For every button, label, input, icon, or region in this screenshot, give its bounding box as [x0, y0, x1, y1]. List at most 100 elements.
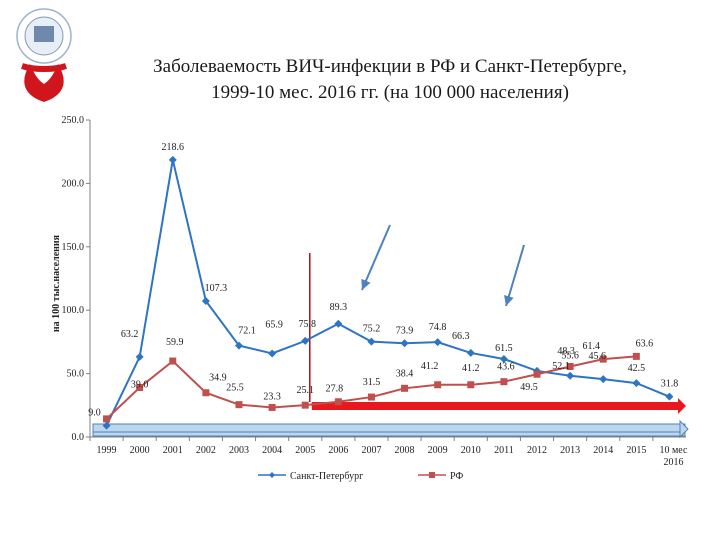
data-label-0: 45.6 — [588, 351, 606, 362]
series-point-0 — [301, 336, 310, 345]
pointer-arrow-2011-head — [504, 294, 514, 306]
data-label-0: 31.8 — [661, 379, 679, 390]
data-label-1: 25.5 — [226, 383, 244, 394]
series-point-0 — [367, 337, 376, 346]
chart-title-line-2: 1999-10 мес. 2016 гг. (на 100 000 населе… — [211, 82, 569, 103]
x-tick-label: 2012 — [527, 445, 547, 456]
pointer-arrow-2006-head — [361, 278, 371, 290]
x-tick-label: 2005 — [295, 445, 315, 456]
data-label-0: 89.3 — [330, 302, 348, 313]
y-tick-label: 0.0 — [72, 432, 85, 443]
data-label-1: 41.2 — [421, 361, 439, 372]
series-point-0 — [102, 421, 111, 430]
series-point-1 — [268, 403, 276, 411]
x-tick-label: 2006 — [328, 445, 348, 456]
x-tick-label: 2014 — [593, 445, 613, 456]
data-label-0: 75.8 — [298, 319, 316, 330]
series-point-0 — [599, 375, 608, 384]
pointer-arrow-2011 — [505, 244, 525, 307]
data-label-1: 43.6 — [497, 362, 515, 373]
x-tick-label: 2008 — [395, 445, 415, 456]
series-point-1 — [235, 401, 243, 409]
data-label-1: 23.3 — [263, 391, 281, 402]
data-label-0: 72.1 — [238, 326, 256, 337]
series-point-1 — [467, 381, 475, 389]
y-tick-label: 150.0 — [62, 242, 85, 253]
data-label-1: 63.6 — [636, 338, 654, 349]
y-tick-label: 250.0 — [62, 115, 85, 126]
data-label-1: 59.9 — [166, 337, 184, 348]
x-tick-label: 2001 — [163, 445, 183, 456]
legend-marker-0 — [269, 472, 275, 478]
series-point-1 — [367, 393, 375, 401]
series-point-0 — [499, 355, 508, 364]
series-point-1 — [103, 415, 111, 423]
series-point-1 — [566, 362, 574, 370]
data-label-0: 48.3 — [557, 346, 575, 357]
x-tick-label: 2013 — [560, 445, 580, 456]
series-point-0 — [135, 352, 144, 361]
data-label-1: 39.0 — [131, 380, 149, 391]
series-point-0 — [334, 319, 343, 328]
chart-legend: Санкт-Петербург РФ — [258, 471, 463, 482]
series-point-1 — [500, 378, 508, 386]
chart-series — [102, 155, 674, 430]
x-tick-label: 2015 — [626, 445, 646, 456]
x-tick-label: 2009 — [428, 445, 448, 456]
series-point-0 — [566, 371, 575, 380]
data-label-1: 31.5 — [363, 377, 381, 388]
chart-bands — [92, 224, 689, 439]
legend-marker-1 — [429, 472, 435, 478]
data-label-1: 25.1 — [296, 385, 314, 396]
blue-band-lower — [92, 431, 686, 437]
chart-data-labels: 9.0 63.2 218.6 107.3 72.1 65.9 75.8 89.3 75.2 73.… — [88, 142, 678, 419]
data-label-1: 27.8 — [326, 384, 344, 395]
y-tick-label: 200.0 — [62, 178, 85, 189]
series-point-1 — [632, 352, 640, 360]
x-tick-label: 2010 — [461, 445, 481, 456]
red-ribbon-logo-icon — [16, 8, 72, 102]
series-point-0 — [400, 339, 409, 348]
series-point-1 — [334, 398, 342, 406]
series-point-0 — [665, 392, 674, 401]
series-point-1 — [136, 384, 144, 392]
x-tick-label: 2016 — [663, 457, 683, 468]
series-point-0 — [201, 296, 210, 305]
legend-label-1: РФ — [450, 471, 463, 482]
data-label-1: 38.4 — [396, 368, 414, 379]
data-label-0: 63.2 — [121, 329, 139, 340]
data-label-1: 61.4 — [582, 341, 600, 352]
series-point-0 — [268, 349, 277, 358]
x-tick-label: 2000 — [130, 445, 150, 456]
series-point-1 — [301, 401, 309, 409]
data-label-1: 41.2 — [462, 363, 480, 374]
data-label-0: 66.3 — [452, 331, 470, 342]
series-line-0 — [105, 159, 670, 427]
x-tick-label: 2003 — [229, 445, 249, 456]
legend-label-0: Санкт-Петербург — [290, 471, 363, 482]
y-axis-label: на 100 тыс.населения — [51, 234, 62, 332]
series-point-1 — [202, 389, 210, 397]
series-point-0 — [168, 155, 177, 164]
x-tick-label: 1999 — [97, 445, 117, 456]
chart-title: Заболеваемость ВИЧ-инфекции в РФ и Санкт… — [80, 54, 700, 106]
series-point-0 — [466, 348, 475, 357]
y-tick-label: 100.0 — [62, 305, 85, 316]
series-point-1 — [434, 381, 442, 389]
x-tick-label: 10 мес — [659, 445, 688, 456]
x-tick-label: 2007 — [361, 445, 381, 456]
series-point-0 — [235, 341, 243, 350]
data-label-0: 73.9 — [396, 325, 414, 336]
data-label-1: 55.6 — [561, 350, 579, 361]
series-point-0 — [632, 379, 641, 388]
data-label-0: 107.3 — [205, 283, 228, 294]
x-tick-label: 2002 — [196, 445, 216, 456]
data-label-0: 42.5 — [628, 363, 646, 374]
series-point-1 — [401, 384, 409, 392]
pointer-arrow-2006 — [361, 224, 391, 291]
data-label-0: 9.0 — [88, 408, 101, 419]
x-tick-label: 2011 — [494, 445, 514, 456]
data-label-0: 52.1 — [552, 361, 570, 372]
series-point-1 — [169, 357, 177, 365]
